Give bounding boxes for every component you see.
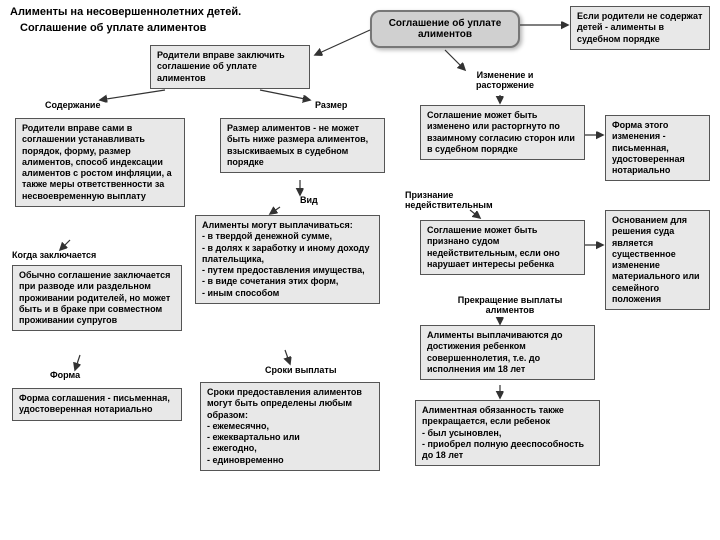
box-forma: Форма соглашения - письменная, удостовер… [12,388,182,421]
label-razmer: Размер [315,100,347,110]
page-title-2: Соглашение об уплате алиментов [20,22,206,34]
box-razmer: Размер алиментов - не может быть ниже ра… [220,118,385,173]
box-osnovanie: Основанием для решения суда является сущ… [605,210,710,310]
label-priznanie: Признание недействительным [405,190,525,210]
box-forma-izm: Форма этого изменения - письменная, удос… [605,115,710,181]
box-sudebny: Если родители не содержат детей - алимен… [570,6,710,50]
box-izmenenie: Соглашение может быть изменено или расто… [420,105,585,160]
box-priznanie: Соглашение может быть признано судом нед… [420,220,585,275]
box-rodit-vprave: Родители вправе заключить соглашение об … [150,45,310,89]
label-kogda: Когда заключается [12,250,96,260]
label-izmenenie: Изменение и расторжение [460,70,550,90]
box-prekr-1: Алименты выплачиваются до достижения реб… [420,325,595,380]
box-prekr-2: Алиментная обязанность также прекращаетс… [415,400,600,466]
box-kogda: Обычно соглашение заключается при развод… [12,265,182,331]
page-title-1: Алименты на несовершеннолетних детей. [10,6,241,18]
label-sroki: Сроки выплаты [265,365,337,375]
main-node: Соглашение об уплате алиментов [370,10,520,48]
label-soderzhanie: Содержание [45,100,100,110]
label-vid: Вид [300,195,318,205]
label-prekrashenie: Прекращение выплаты алиментов [440,295,580,315]
box-vid: Алименты могут выплачиваться: - в твердо… [195,215,380,304]
label-forma: Форма [50,370,80,380]
box-soderzhanie: Родители вправе сами в соглашении устана… [15,118,185,207]
box-sroki: Сроки предоставления алиментов могут быт… [200,382,380,471]
